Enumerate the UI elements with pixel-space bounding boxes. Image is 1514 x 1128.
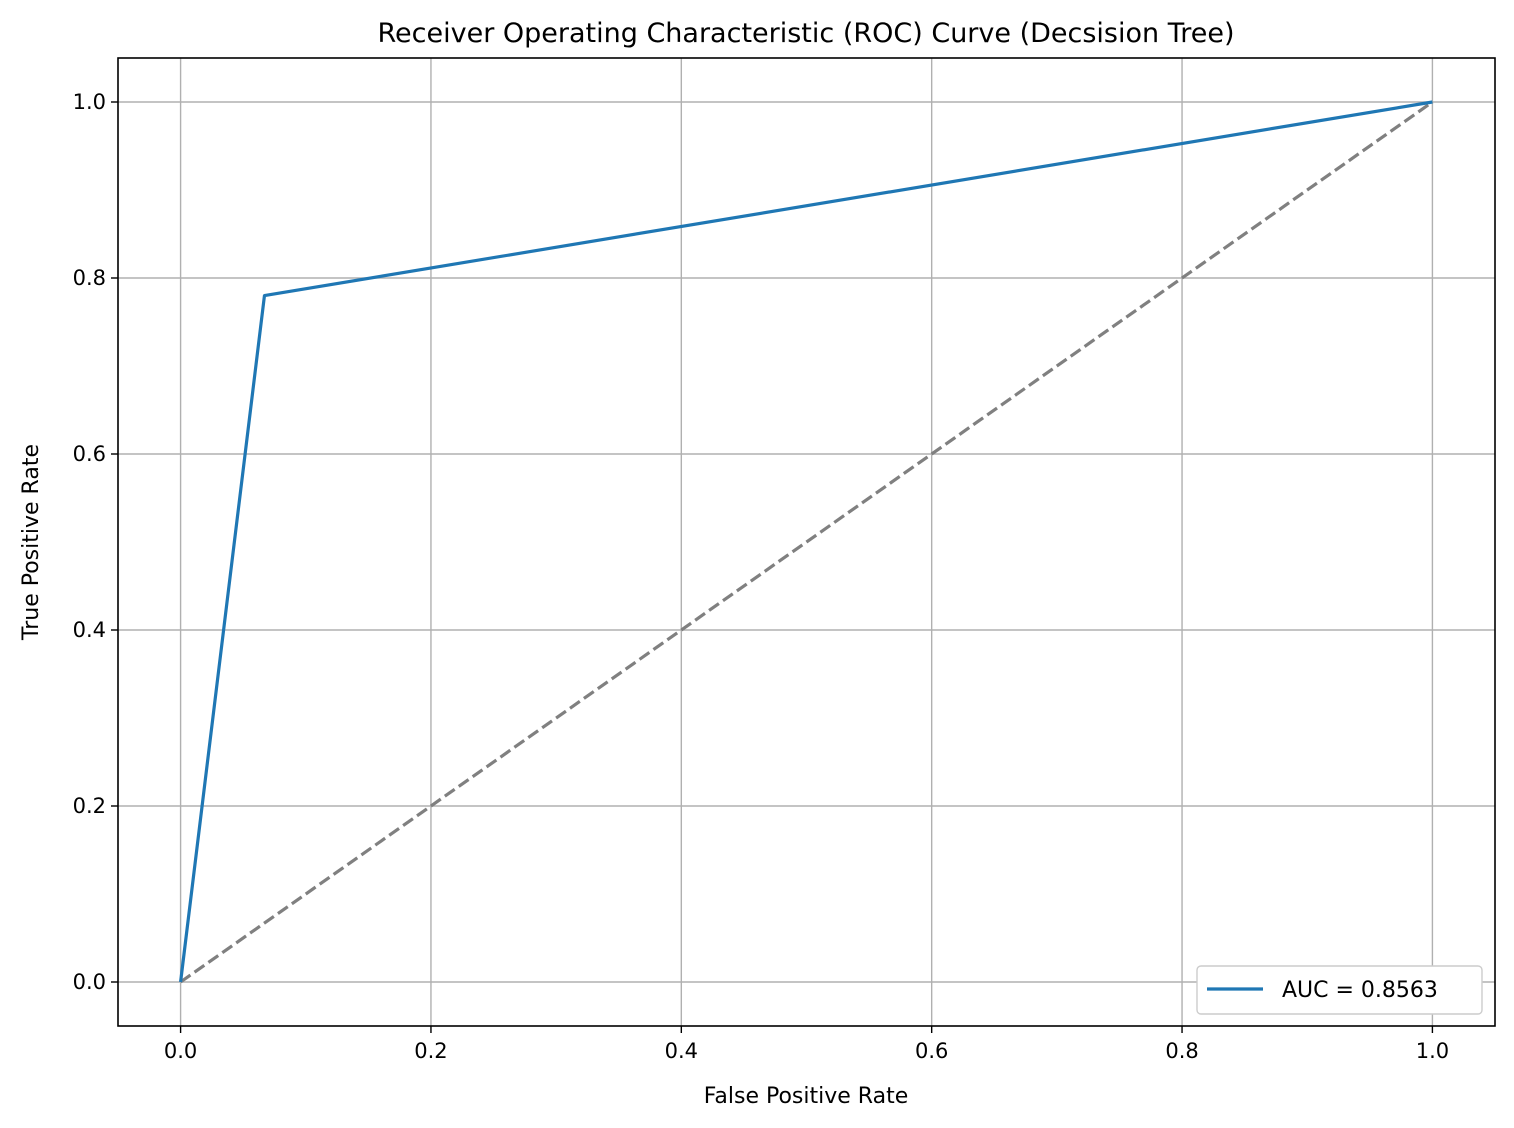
series-layer [179,100,1434,984]
legend-box [1196,965,1483,1015]
x-tick-label: 0.6 [915,1039,948,1063]
roc-curve-line [179,100,1433,983]
x-axis-label: False Positive Rate [704,1084,908,1109]
chance-diagonal-line [179,100,1434,984]
y-tick-label: 0.0 [73,970,106,994]
ticks: 0.0 0.2 0.4 0.6 0.8 1.0 0.0 0.2 0.4 0.6 0.8 1.0 [73,90,1450,1063]
x-tick-label: 0.8 [1165,1039,1198,1063]
y-tick-label: 0.4 [73,618,106,642]
x-tick-label: 1.0 [1416,1039,1449,1063]
plot-frame [117,57,1496,1027]
legend-label: AUC = 0.8563 [1282,978,1438,1003]
y-tick-label: 1.0 [73,90,106,114]
x-tick-label: 0.2 [414,1039,447,1063]
y-tick-label: 0.2 [73,794,106,818]
x-tick-label: 0.4 [665,1039,698,1063]
legend: AUC = 0.8563 [1196,965,1483,1015]
y-axis-label: True Positive Rate [19,444,44,641]
chart-title: Receiver Operating Characteristic (ROC) … [377,18,1234,49]
y-tick-label: 0.6 [73,442,106,466]
y-tick-label: 0.8 [73,266,106,290]
x-tick-label: 0.0 [164,1039,197,1063]
